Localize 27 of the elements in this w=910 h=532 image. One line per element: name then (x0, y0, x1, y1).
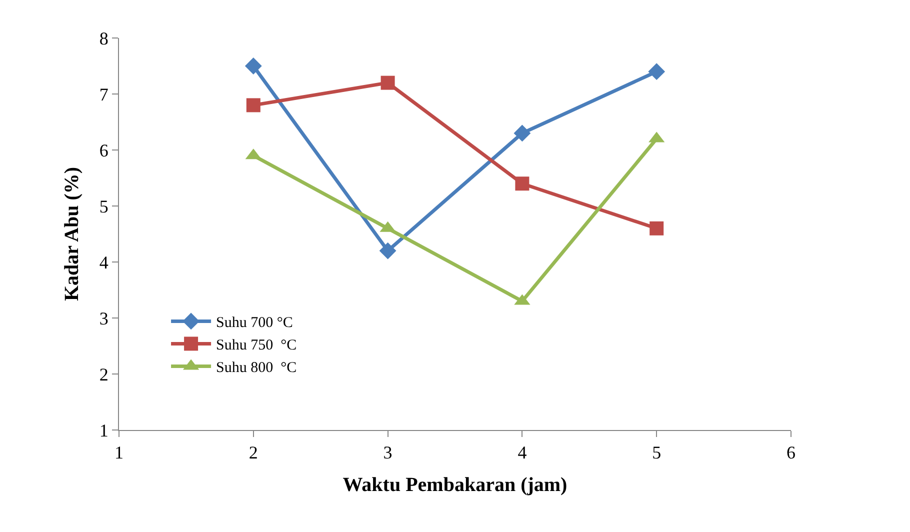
point (514, 124, 531, 142)
x-tick-label: 1 (114, 442, 124, 463)
y-tick-label: 3 (99, 308, 108, 328)
x-axis-title: Waktu Pembakaran (jam) (342, 474, 568, 496)
point (650, 221, 664, 236)
x-tick-label: 6 (786, 442, 796, 463)
y-tick-label: 2 (99, 364, 108, 384)
y-tick-label: 7 (99, 84, 108, 104)
point (648, 63, 666, 80)
point (515, 176, 530, 191)
legend-label: Suhu 750 °C (216, 338, 297, 354)
x-tick-label: 2 (248, 442, 258, 463)
point (244, 58, 262, 74)
point (379, 242, 396, 260)
y-tick-label: 5 (99, 196, 108, 216)
y-tick-label: 8 (99, 28, 108, 48)
x-tick-label: 5 (652, 442, 662, 463)
point (246, 98, 260, 112)
y-tick-label: 1 (99, 420, 108, 440)
x-tick-label: 4 (518, 442, 527, 463)
y-tick-label: 6 (99, 140, 108, 160)
legend-label: Suhu 800 °C (216, 360, 297, 376)
point (380, 76, 395, 90)
legend-label: Suhu 700 °C (216, 315, 293, 332)
y-tick-label: 4 (99, 252, 108, 272)
y-axis-title: Kadar Abu (%) (60, 166, 83, 302)
x-tick-label: 3 (383, 442, 392, 463)
